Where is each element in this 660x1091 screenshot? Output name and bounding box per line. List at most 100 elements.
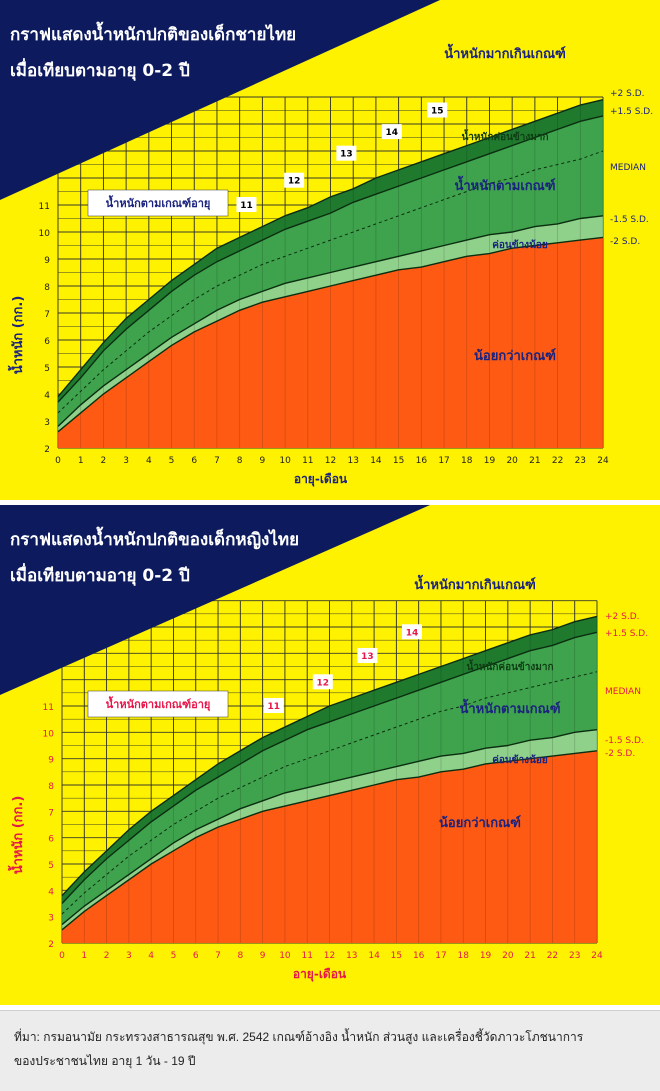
x-tick-label: 22 bbox=[552, 456, 563, 466]
zone-label: น้ำหนักตามเกณฑ์ bbox=[455, 175, 556, 194]
x-tick-label: 12 bbox=[325, 456, 336, 466]
y-tick-label: 9 bbox=[48, 756, 54, 766]
x-tick-label: 14 bbox=[370, 456, 382, 466]
series-line-2 bbox=[61, 671, 598, 915]
series-line-2 bbox=[57, 150, 604, 414]
weight-marker-label: 13 bbox=[361, 652, 374, 662]
x-tick-label: 1 bbox=[78, 456, 84, 466]
y-tick-label: 9 bbox=[44, 256, 50, 266]
zone-label: ค่อนข้างน้อย bbox=[492, 754, 548, 766]
y-tick-label: 6 bbox=[44, 337, 50, 347]
weight-marker-box bbox=[284, 172, 305, 188]
girls-chart-title: กราฟแสดงน้ำหนักปกติของเด็กหญิงไทย bbox=[10, 530, 300, 550]
zone-label: น้ำหนักตามเกณฑ์ bbox=[460, 698, 561, 717]
y-tick-label: 10 bbox=[43, 729, 55, 739]
x-tick-label: 17 bbox=[438, 456, 449, 466]
x-tick-label: 4 bbox=[148, 951, 154, 961]
y-tick-label: 8 bbox=[48, 782, 54, 792]
y-tick-label: 3 bbox=[44, 418, 50, 428]
weight-marker-label: 11 bbox=[268, 702, 281, 712]
zone-normal bbox=[58, 115, 603, 427]
series-line-3 bbox=[61, 729, 598, 926]
x-tick-label: 2 bbox=[104, 951, 110, 961]
x-tick-label: 13 bbox=[347, 456, 358, 466]
series-line-3 bbox=[57, 215, 604, 427]
x-axis-title: อายุ-เดือน bbox=[293, 967, 347, 982]
box-label-background bbox=[87, 189, 229, 217]
x-tick-label: 16 bbox=[416, 456, 428, 466]
x-tick-label: 24 bbox=[591, 951, 603, 961]
weight-marker-label: 12 bbox=[288, 177, 301, 187]
y-tick-label: 7 bbox=[44, 310, 50, 320]
y-tick-label: 2 bbox=[48, 940, 54, 950]
zone-slightly-over bbox=[62, 616, 597, 904]
source-line-1: ที่มา: กรมอนามัย กระทรวงสาธารณสุข พ.ศ. 2… bbox=[14, 1030, 584, 1044]
zone-slightly-over bbox=[58, 99, 603, 403]
x-tick-label: 19 bbox=[484, 456, 496, 466]
x-tick-label: 6 bbox=[193, 951, 199, 961]
x-tick-label: 2 bbox=[101, 456, 107, 466]
x-tick-label: 10 bbox=[279, 951, 291, 961]
x-tick-label: 22 bbox=[547, 951, 558, 961]
reference-label: -2 S.D. bbox=[605, 749, 635, 759]
zone-label: น้ำหนักค่อนข้างมาก bbox=[461, 129, 548, 143]
weight-marker-label: 14 bbox=[386, 128, 399, 138]
x-tick-label: 6 bbox=[191, 456, 197, 466]
x-tick-label: 19 bbox=[480, 951, 492, 961]
y-tick-label: 11 bbox=[39, 202, 50, 212]
y-tick-label: 5 bbox=[44, 364, 50, 374]
y-tick-label: 7 bbox=[48, 808, 54, 818]
x-tick-label: 8 bbox=[237, 951, 243, 961]
x-tick-label: 7 bbox=[215, 951, 221, 961]
girls-chart-subtitle: เมื่อเทียบตามอายุ 0-2 ปี bbox=[10, 566, 190, 586]
x-tick-label: 11 bbox=[302, 456, 313, 466]
x-axis-title: อายุ-เดือน bbox=[294, 472, 348, 487]
x-tick-label: 8 bbox=[237, 456, 243, 466]
reference-label: +1.5 S.D. bbox=[610, 107, 653, 117]
title-banner bbox=[0, 0, 440, 200]
y-tick-label: 3 bbox=[48, 914, 54, 924]
zone-underweight bbox=[58, 237, 603, 448]
zone-label: น้อยกว่าเกณฑ์ bbox=[439, 815, 521, 831]
zone-underweight bbox=[62, 750, 597, 943]
reference-label: -1.5 S.D. bbox=[605, 736, 644, 746]
weight-marker-label: 12 bbox=[317, 678, 330, 688]
x-tick-label: 18 bbox=[461, 456, 473, 466]
y-tick-label: 11 bbox=[43, 703, 54, 713]
reference-label: MEDIAN bbox=[610, 163, 646, 173]
x-tick-label: 4 bbox=[146, 456, 152, 466]
weight-marker-label: 13 bbox=[340, 150, 353, 160]
weight-marker-box bbox=[427, 102, 448, 118]
zone-slightly-under bbox=[62, 729, 597, 930]
reference-label: +2 S.D. bbox=[605, 612, 640, 622]
weight-marker-box bbox=[357, 647, 378, 663]
box-label-background bbox=[87, 690, 229, 718]
x-tick-label: 13 bbox=[346, 951, 357, 961]
series-line-4 bbox=[57, 236, 604, 433]
x-tick-label: 17 bbox=[435, 951, 446, 961]
weight-marker-box bbox=[381, 124, 402, 140]
zone-label: น้ำหนักมากเกินเกณฑ์ bbox=[444, 43, 566, 62]
x-tick-label: 3 bbox=[126, 951, 132, 961]
x-tick-label: 21 bbox=[524, 951, 535, 961]
reference-label: +1.5 S.D. bbox=[605, 629, 648, 639]
zone-label: ค่อนข้างน้อย bbox=[492, 239, 548, 251]
box-label: น้ำหนักตามเกณฑ์อายุ bbox=[106, 696, 211, 712]
y-tick-label: 6 bbox=[48, 835, 54, 845]
reference-label: -1.5 S.D. bbox=[610, 215, 649, 225]
y-tick-label: 4 bbox=[48, 887, 54, 897]
zone-normal bbox=[62, 632, 597, 925]
x-tick-label: 12 bbox=[324, 951, 335, 961]
boys-chart-subtitle: เมื่อเทียบตามอายุ 0-2 ปี bbox=[10, 61, 190, 81]
x-tick-label: 11 bbox=[301, 951, 312, 961]
source-text: ที่มา: กรมอนามัย กระทรวงสาธารณสุข พ.ศ. 2… bbox=[14, 1025, 649, 1073]
weight-marker-label: 15 bbox=[431, 107, 444, 117]
reference-label: +2 S.D. bbox=[610, 89, 645, 99]
x-tick-label: 18 bbox=[458, 951, 470, 961]
source-line-2: ของประชาชนไทย อายุ 1 วัน - 19 ปี bbox=[14, 1054, 196, 1068]
weight-marker-box bbox=[236, 197, 257, 212]
series-line-1 bbox=[61, 631, 598, 904]
x-tick-label: 23 bbox=[575, 456, 586, 466]
reference-label: MEDIAN bbox=[605, 687, 641, 697]
